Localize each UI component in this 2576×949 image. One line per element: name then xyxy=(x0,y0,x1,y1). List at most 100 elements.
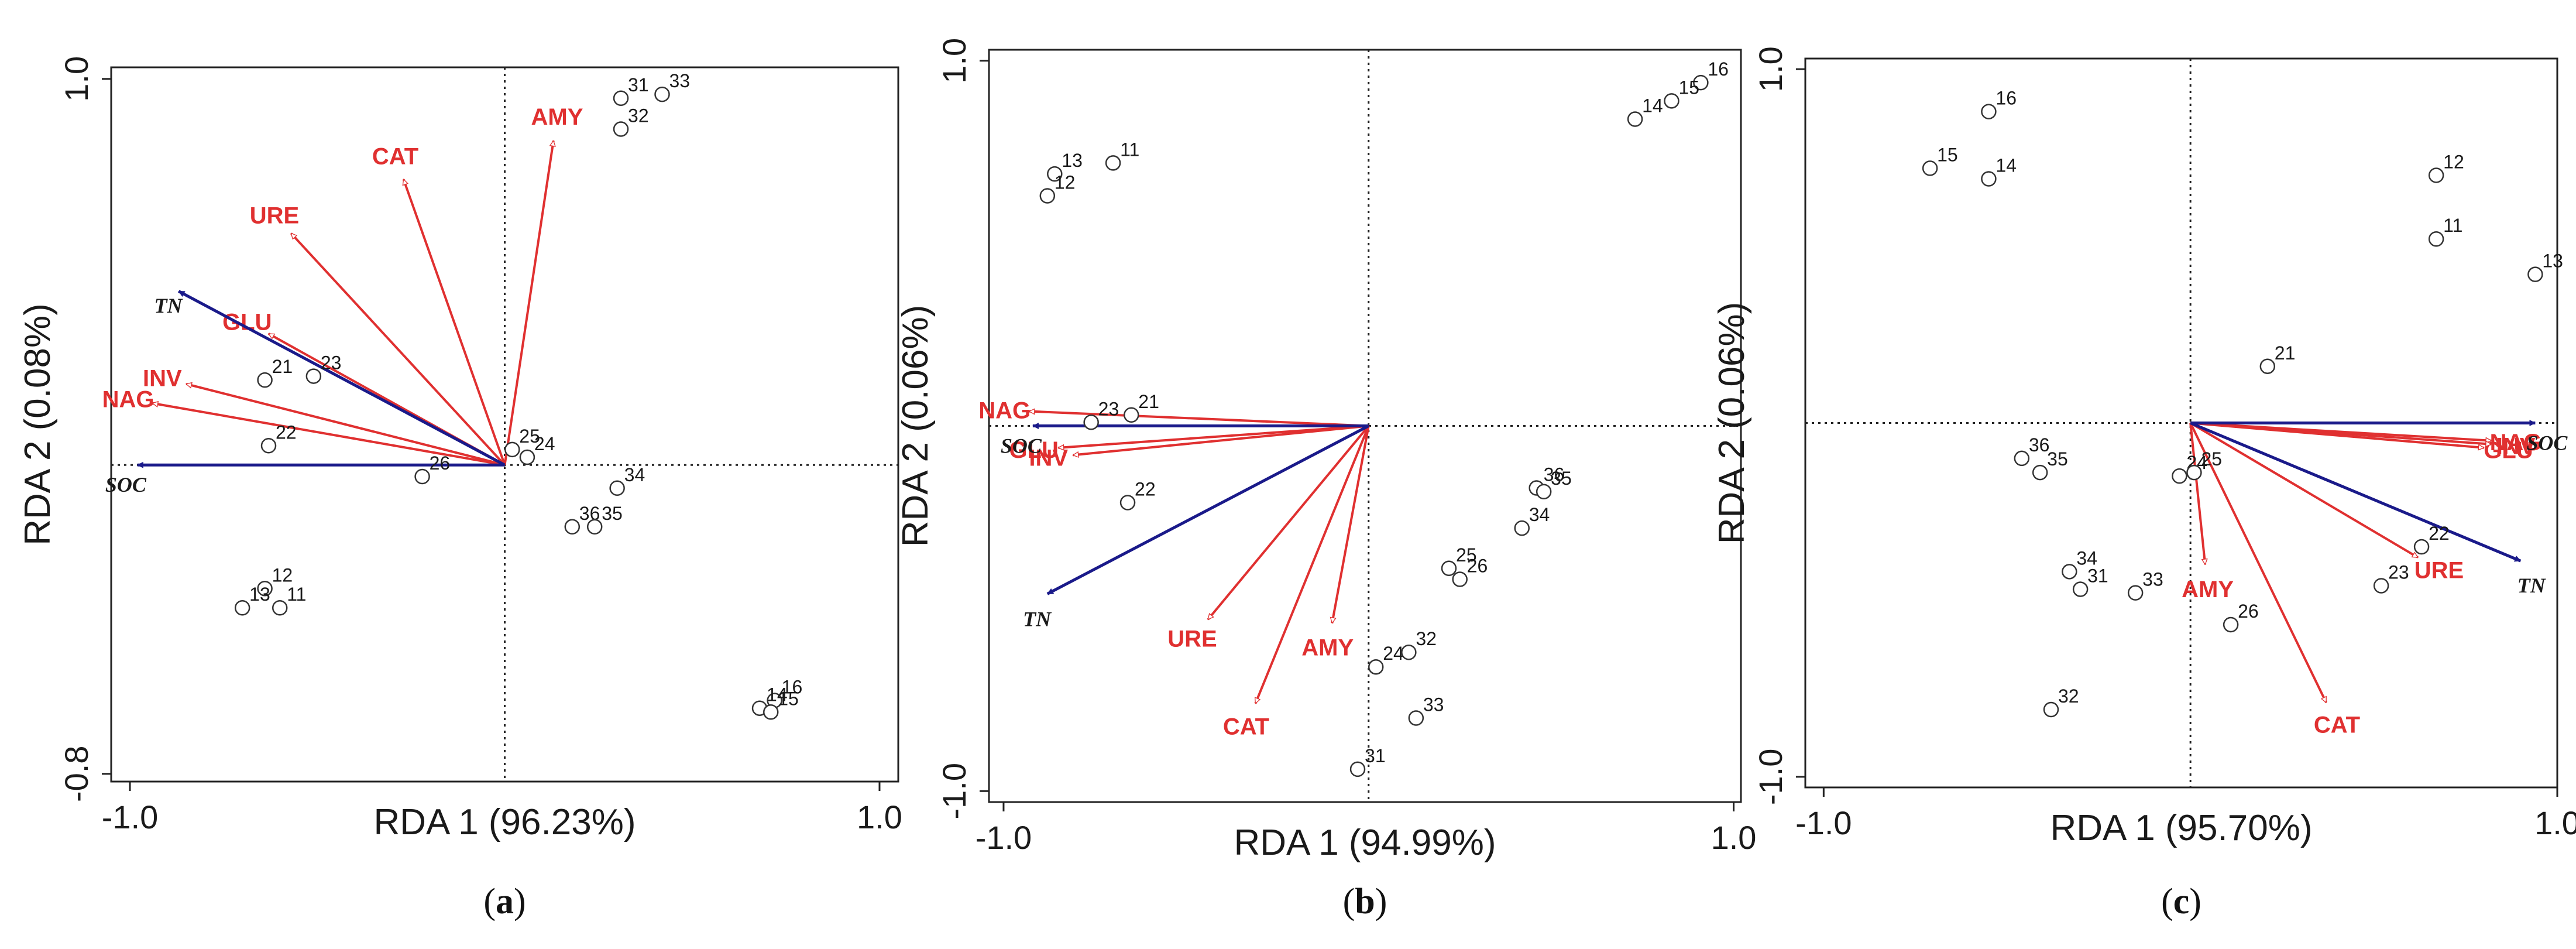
sample-point-label: 13 xyxy=(1062,150,1083,171)
panel-b: -1.0 1.0 -1.0 1.0 RDA 1 (94.99%) RDA 2 (0.06%… xyxy=(895,38,1756,921)
sample-point-label: 35 xyxy=(2047,448,2068,470)
y-tick-label: 1.0 xyxy=(936,38,973,84)
enzyme-label: URE xyxy=(2414,558,2464,584)
enzyme-label: CAT xyxy=(2314,712,2360,738)
env-label: SOC xyxy=(105,473,147,496)
sample-point xyxy=(1693,74,1709,91)
sample-point-label: 15 xyxy=(1937,144,1958,165)
sample-point xyxy=(609,480,625,496)
sample-point xyxy=(1368,659,1384,675)
sample-point-label: 36 xyxy=(2029,434,2050,455)
sample-point xyxy=(2172,468,2187,484)
enzyme-arrow-amy xyxy=(503,141,554,465)
sample-point-label: 22 xyxy=(276,422,297,443)
enzyme-arrow-amy xyxy=(1332,426,1370,623)
y-axis-title: RDA 2 (0.06%) xyxy=(895,305,936,547)
env-arrow-tn xyxy=(2190,422,2522,563)
sample-point xyxy=(272,599,288,616)
sample-point xyxy=(2413,539,2430,555)
sample-point xyxy=(1401,644,1417,660)
panel-caption-open: ( xyxy=(1343,882,1355,921)
sample-point xyxy=(414,468,430,485)
panel-caption: (b) xyxy=(1343,882,1387,921)
panel-caption-letter: a xyxy=(496,882,514,921)
enzyme-arrow-cat xyxy=(404,179,506,465)
sample-point-label: 24 xyxy=(1383,643,1404,664)
enzyme-label: GLU xyxy=(222,310,272,335)
panel-caption-close: ) xyxy=(514,882,526,921)
sample-point-label: 13 xyxy=(2542,251,2563,272)
enzyme-label: AMY xyxy=(2182,577,2234,602)
enzyme-label: INV xyxy=(143,365,182,391)
env-label: SOC xyxy=(1001,434,1042,458)
y-tick-label: 1.0 xyxy=(58,56,95,102)
sample-point-label: 25 xyxy=(1456,544,1477,566)
sample-point-label: 21 xyxy=(1138,391,1159,412)
sample-point xyxy=(2428,167,2444,183)
sample-point xyxy=(1536,484,1552,500)
panel-a: -1.0 1.0 -0.8 1.0 RDA 1 (96.23%) RDA 2 (0.08%… xyxy=(18,56,902,921)
x-tick-label: -1.0 xyxy=(976,819,1032,856)
sample-point xyxy=(2032,464,2048,481)
x-axis-title: RDA 1 (94.99%) xyxy=(1234,823,1496,863)
enzyme-arrow-ure xyxy=(1207,425,1370,621)
sample-point xyxy=(504,441,520,458)
sample-point xyxy=(586,519,603,535)
panel-caption-letter: c xyxy=(2173,882,2190,921)
enzyme-label: URE xyxy=(1167,626,1217,652)
y-tick-label: -1.0 xyxy=(1752,749,1789,806)
sample-point xyxy=(1119,495,1136,511)
sample-point xyxy=(1039,188,1056,204)
enzyme-label: INV xyxy=(2496,434,2536,460)
sample-point-label: 31 xyxy=(628,74,649,95)
sample-point-label: 35 xyxy=(602,503,623,524)
enzyme-label: CAT xyxy=(372,144,418,170)
enzyme-label: CAT xyxy=(1223,714,1269,739)
panel-caption-letter: b xyxy=(1355,882,1375,921)
enzyme-label: NAG xyxy=(102,386,154,412)
sample-point-label: 23 xyxy=(2388,562,2409,583)
sample-point-label: 34 xyxy=(2076,547,2097,568)
sample-point-label: 23 xyxy=(321,352,342,374)
sample-point xyxy=(1105,155,1121,171)
sample-point-label: 16 xyxy=(1995,88,2017,109)
enzyme-label: AMY xyxy=(531,104,583,130)
sample-point xyxy=(763,704,779,720)
sample-point xyxy=(257,581,273,597)
sample-point xyxy=(2043,701,2059,718)
sample-point xyxy=(234,599,250,616)
sample-point xyxy=(2062,564,2077,580)
sample-point-label: 35 xyxy=(1551,468,1572,489)
sample-point xyxy=(1514,520,1530,536)
env-label: SOC xyxy=(2526,431,2568,455)
sample-point-label: 11 xyxy=(1120,139,1139,160)
sample-point-label: 23 xyxy=(1098,398,1119,419)
enzyme-arrow-cat xyxy=(1254,425,1370,704)
panel-c: -1.0 1.0 -1.0 1.0 RDA 1 (95.70%) RDA 2 (0.06%… xyxy=(1712,46,2576,921)
sample-point-label: 22 xyxy=(1135,478,1156,499)
sample-point-label: 13 xyxy=(249,584,270,605)
env-label: TN xyxy=(154,294,184,317)
enzyme-label: AMY xyxy=(1301,635,1354,661)
sample-point xyxy=(1452,571,1468,587)
env-arrow-tn xyxy=(1046,424,1369,595)
sample-point xyxy=(1627,111,1643,127)
enzyme-label: URE xyxy=(250,203,299,229)
env-arrow-tn xyxy=(178,290,506,467)
enzyme-label: GLU xyxy=(1009,437,1058,463)
sample-point xyxy=(1664,93,1679,109)
sample-point xyxy=(2373,578,2389,594)
sample-point xyxy=(305,368,322,384)
sample-point-label: 15 xyxy=(778,688,799,709)
sample-point xyxy=(2259,358,2276,375)
sample-point xyxy=(564,519,581,535)
sample-point xyxy=(1349,761,1366,777)
x-tick-label: 1.0 xyxy=(1711,819,1757,856)
sample-point xyxy=(1124,407,1139,423)
sample-point-label: 16 xyxy=(782,677,803,698)
enzyme-label: NAG xyxy=(978,398,1031,424)
sample-point-label: 26 xyxy=(430,453,451,474)
enzyme-arrow-nag xyxy=(1029,412,1369,427)
sample-point xyxy=(1981,104,1997,119)
sample-point-label: 32 xyxy=(628,105,649,126)
